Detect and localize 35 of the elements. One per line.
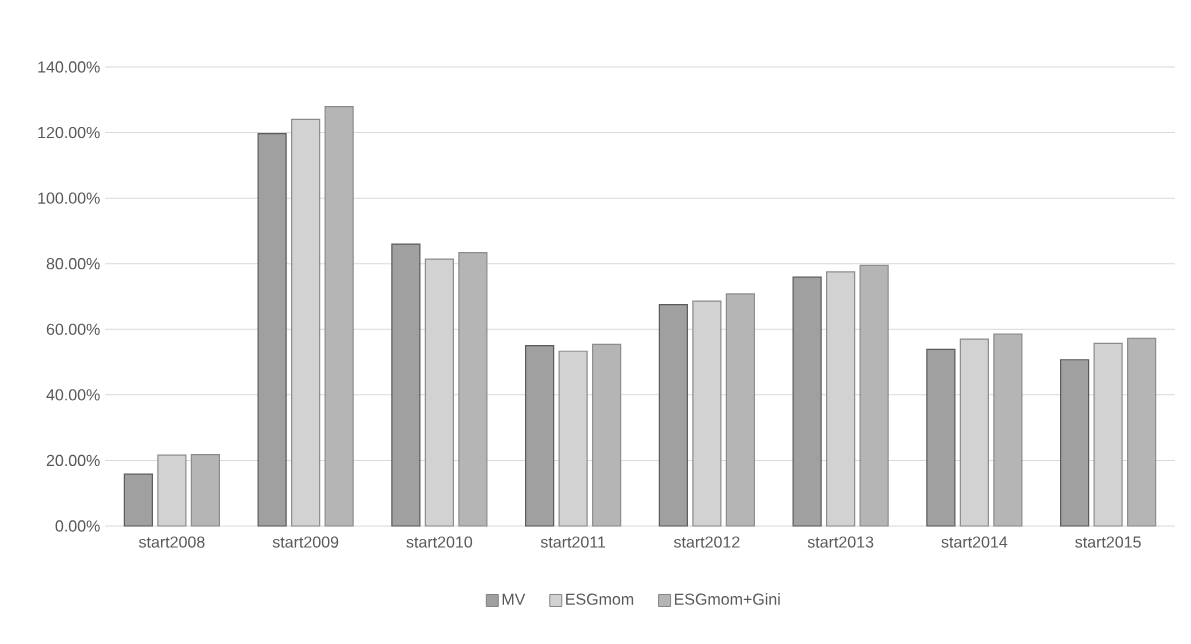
x-tick-label: start2009 <box>272 536 339 548</box>
y-tick-label: 0.00% <box>55 520 100 532</box>
bar <box>792 276 822 527</box>
bar <box>725 293 755 527</box>
bar <box>993 333 1023 527</box>
x-tick-label: start2011 <box>540 536 606 548</box>
bar <box>123 473 153 527</box>
legend-label: MV <box>502 593 526 605</box>
y-tick-label: 140.00% <box>38 61 100 73</box>
x-tick-label: start2013 <box>807 536 874 548</box>
bar <box>658 304 688 527</box>
y-tick-label: 40.00% <box>46 389 100 401</box>
bar <box>190 453 220 527</box>
x-tick-label: start2010 <box>406 536 473 548</box>
y-tick-label: 20.00% <box>46 454 100 467</box>
bar <box>1127 337 1157 527</box>
y-tick-label: 60.00% <box>46 323 100 335</box>
x-tick-label: start2015 <box>1075 536 1141 548</box>
x-tick-label: start2012 <box>673 536 740 548</box>
legend-label: ESGmom <box>566 593 634 605</box>
x-tick-label: start2014 <box>941 536 1008 548</box>
y-tick-label: 120.00% <box>38 126 100 139</box>
y-tick-label: 80.00% <box>46 258 100 270</box>
x-tick-label: start2008 <box>138 536 205 548</box>
bar <box>926 348 956 527</box>
bar <box>257 132 287 527</box>
bar <box>592 343 622 527</box>
bar <box>859 264 889 527</box>
legend-label: ESGmom+Gini <box>674 593 780 605</box>
bar <box>324 106 354 527</box>
bar <box>391 243 421 527</box>
bar <box>1060 359 1090 527</box>
bar <box>458 251 488 527</box>
y-tick-label: 100.00% <box>38 192 100 204</box>
bar <box>525 345 555 527</box>
